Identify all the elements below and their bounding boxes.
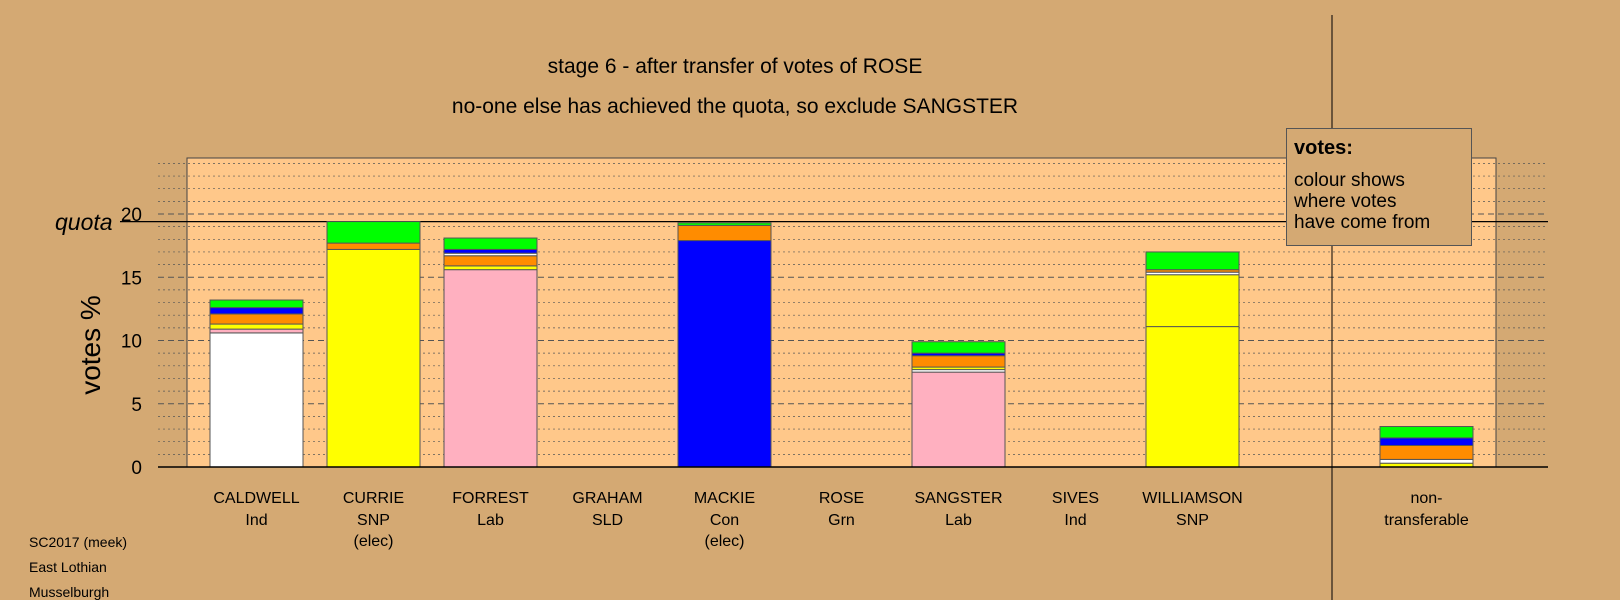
candidate-name: FORREST: [452, 490, 529, 507]
candidate-elected: (elec): [704, 533, 744, 550]
bar-segment-williamson-snp: [1145, 274, 1240, 328]
candidate-party: Ind: [1064, 512, 1086, 529]
bar-segment-forrest-grn: [443, 237, 538, 250]
candidate-name: ROSE: [819, 490, 864, 507]
candidate-party: Lab: [945, 512, 972, 529]
bar-segment-caldwell-caldwell: [209, 332, 304, 468]
candidate-party: Lab: [477, 512, 504, 529]
candidate-party: Grn: [828, 512, 855, 529]
candidate-party: Con: [710, 512, 739, 529]
candidate-party: SLD: [592, 512, 623, 529]
candidate-elected: (elec): [353, 533, 393, 550]
bar-segment-mackie-grn: [677, 222, 772, 226]
y-tick-label: 5: [131, 395, 142, 416]
candidate-name: SANGSTER: [914, 490, 1002, 507]
bar-segment-caldwell-snp: [209, 323, 304, 330]
bar-segment-mackie-con: [677, 240, 772, 468]
legend-line: colour shows: [1294, 170, 1405, 191]
bar-segment-nontransferable-con: [1379, 437, 1474, 446]
bar-segment-sangster-sld: [911, 355, 1006, 368]
bar-segment-forrest-con: [443, 248, 538, 254]
bar-segment-mackie-sld: [677, 224, 772, 242]
footer-council: East Lothian: [29, 559, 107, 575]
quota-label: quota: [55, 209, 113, 235]
candidate-name: GRAHAM: [572, 490, 642, 507]
candidate-party: SNP: [357, 512, 390, 529]
chart-subtitle: no-one else has achieved the quota, so e…: [452, 95, 1018, 118]
bar-segment-caldwell-con: [209, 307, 304, 315]
candidate-name: CURRIE: [343, 490, 404, 507]
bar-segment-sangster-lab: [911, 371, 1006, 468]
nontransferable-label: transferable: [1384, 512, 1469, 529]
footer-ward: Musselburgh: [29, 584, 110, 600]
bar-segment-forrest-lab: [443, 269, 538, 468]
y-axis-label: votes %: [75, 295, 106, 395]
bar-segment-forrest-snp: [443, 265, 538, 271]
bar-segment-williamson-grn: [1145, 251, 1240, 271]
candidate-name: SIVES: [1052, 490, 1099, 507]
bar-segment-currie-grn: [326, 221, 421, 244]
bar-segment-williamson-williamson: [1145, 326, 1240, 468]
y-tick-label: 15: [121, 268, 142, 289]
bar-segment-caldwell-grn: [209, 299, 304, 309]
y-tick-label: 20: [121, 205, 142, 226]
bar-segment-nontransferable-grn: [1379, 426, 1474, 439]
candidate-name: WILLIAMSON: [1142, 490, 1242, 507]
y-tick-label: 0: [131, 458, 142, 479]
bar-segment-caldwell-sld: [209, 313, 304, 325]
legend-title: votes:: [1294, 137, 1353, 159]
candidate-party: Ind: [245, 512, 267, 529]
legend-line: have come from: [1294, 212, 1431, 233]
footer-election: SC2017 (meek): [29, 534, 128, 550]
candidate-name: MACKIE: [694, 490, 755, 507]
y-tick-label: 10: [121, 332, 142, 353]
bar-segment-nontransferable-caldwell: [1379, 458, 1474, 464]
chart-title: stage 6 - after transfer of votes of ROS…: [548, 55, 923, 78]
bar-segment-caldwell-lab: [209, 328, 304, 334]
bar-segment-nontransferable-sld: [1379, 444, 1474, 460]
bar-segment-sangster-grn: [911, 341, 1006, 354]
legend: votes: colour shows where votes have com…: [1286, 128, 1472, 246]
candidate-name: CALDWELL: [213, 490, 299, 507]
nontransferable-label: non-: [1410, 490, 1442, 507]
bar-segment-forrest-sld: [443, 255, 538, 267]
bar-segment-currie-snp: [326, 248, 421, 468]
candidate-party: SNP: [1176, 512, 1209, 529]
bar-segment-currie-sld: [326, 242, 421, 250]
legend-line: where votes: [1294, 191, 1397, 212]
